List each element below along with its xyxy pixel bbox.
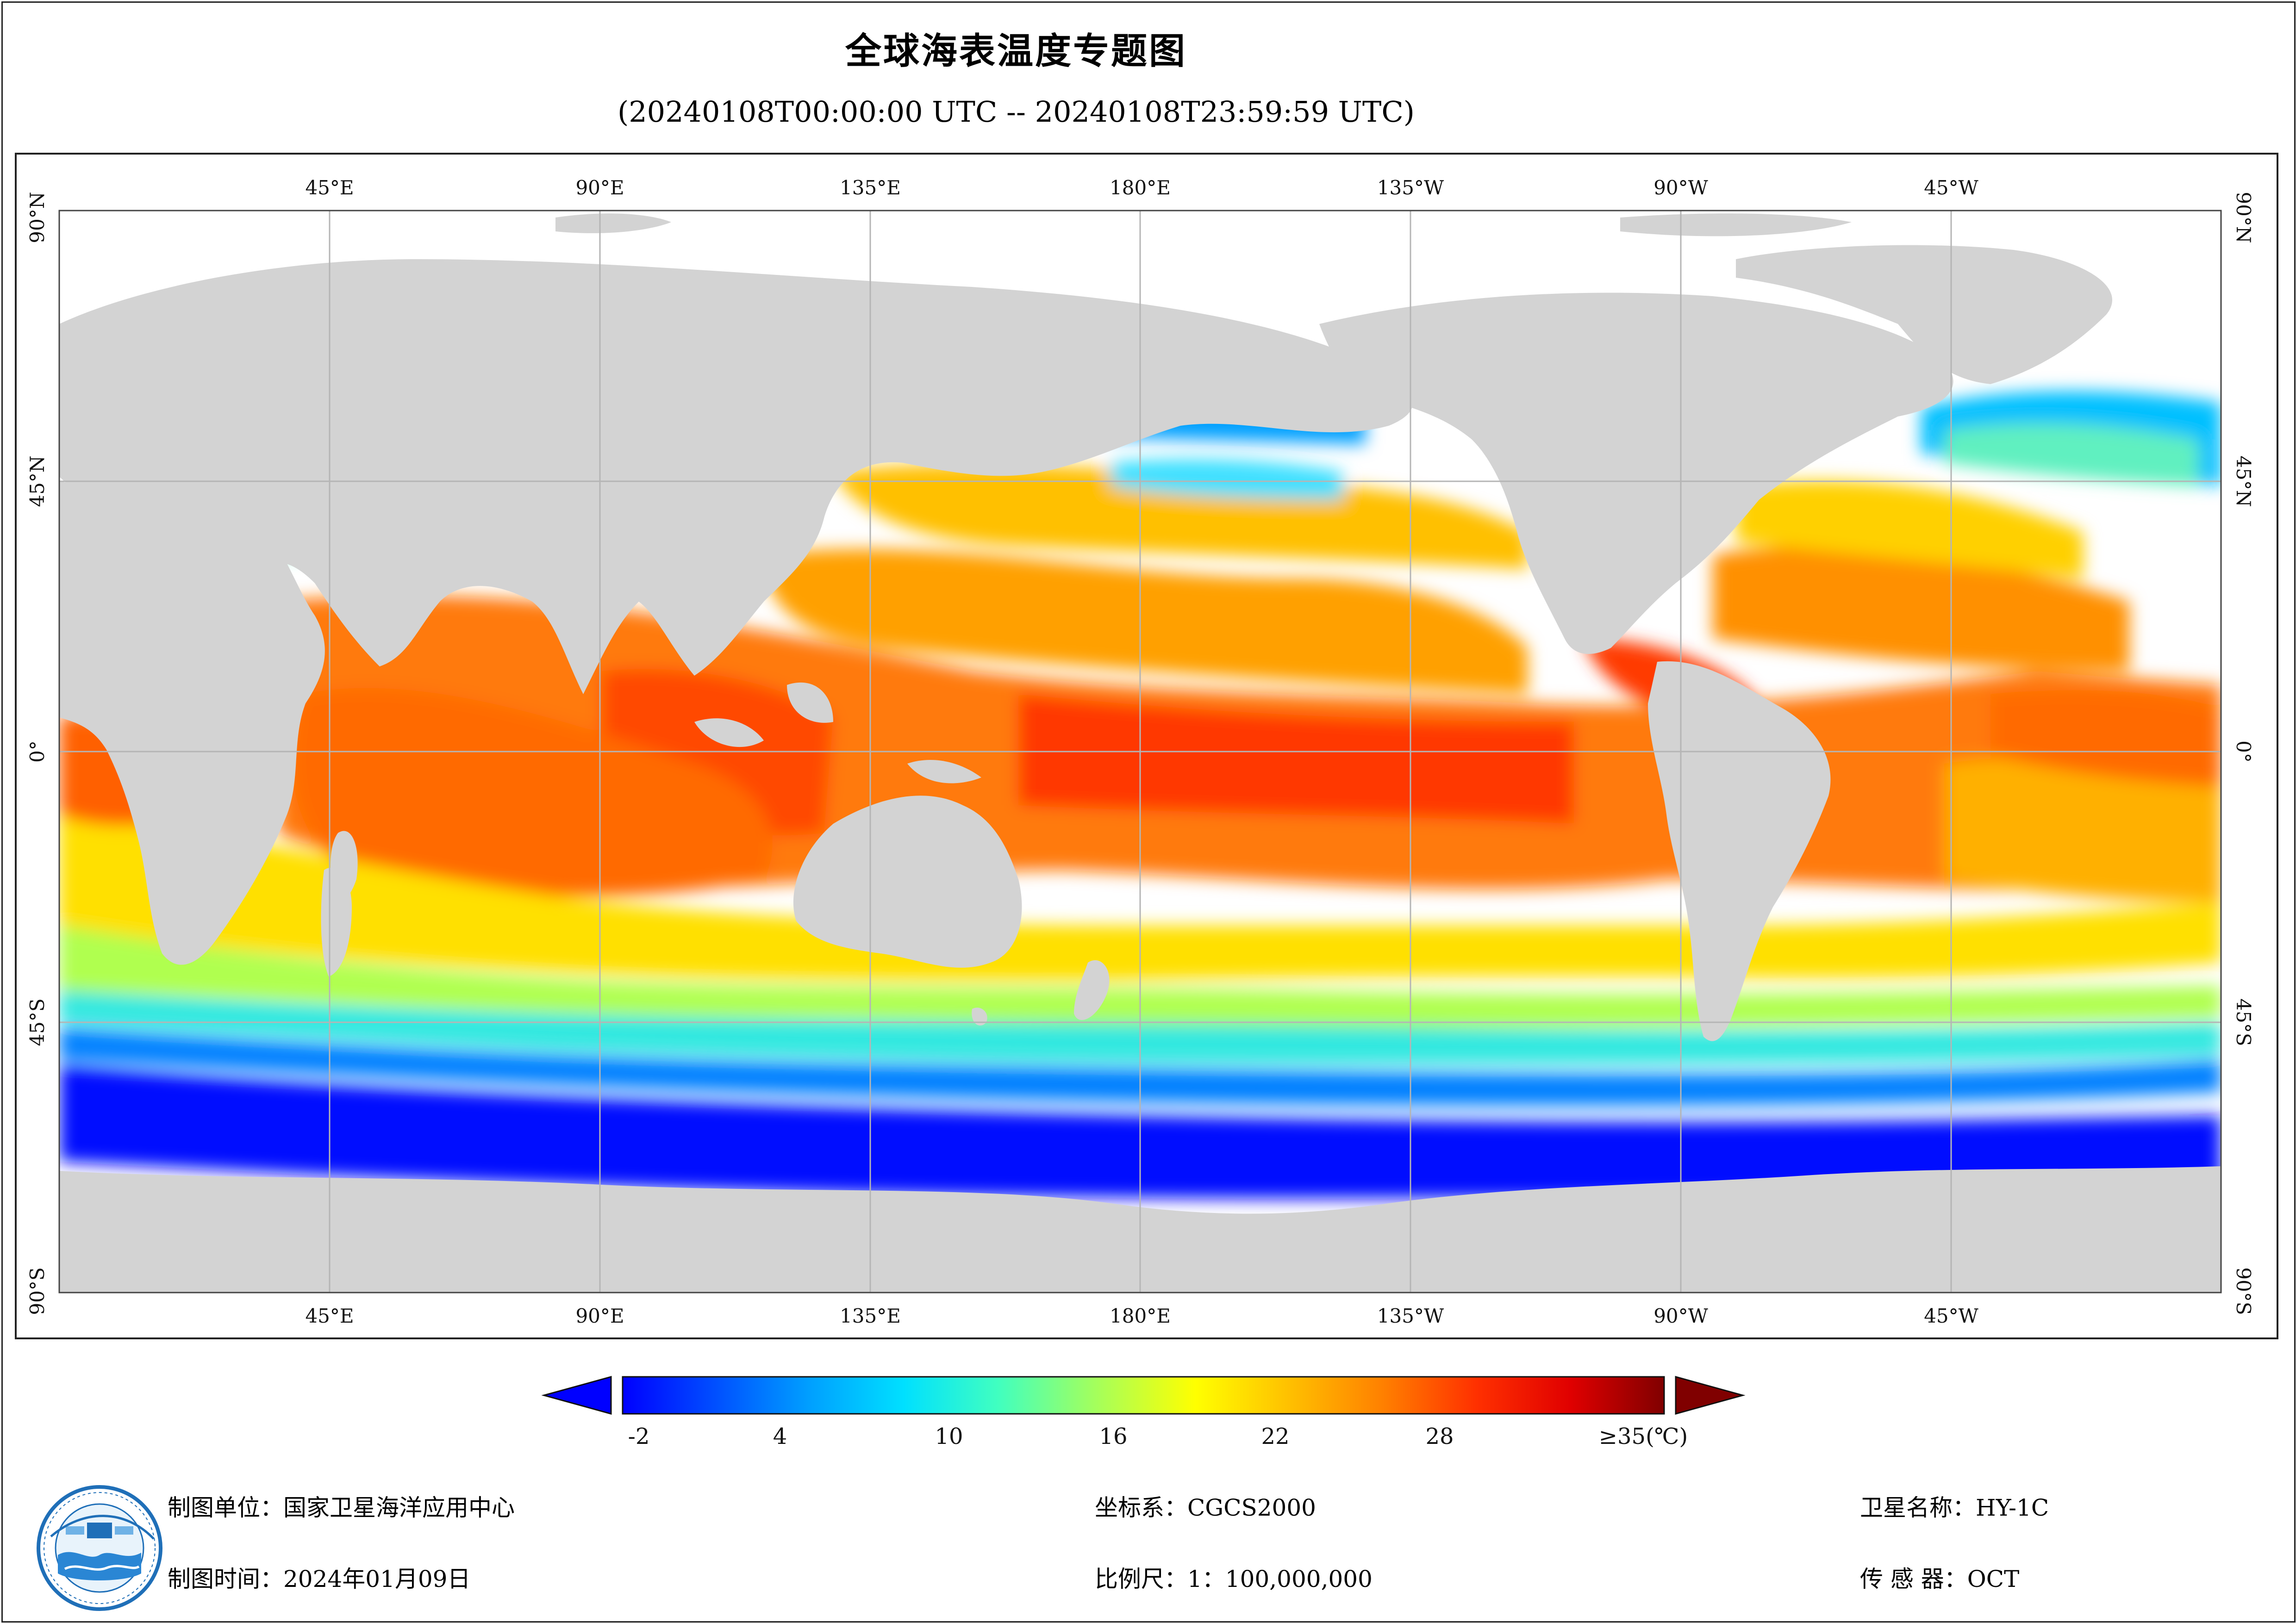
footer-satellite: 卫星名称：HY-1C: [1860, 1494, 2049, 1521]
bottom-lon-label: 45°W: [1924, 1305, 1978, 1327]
bottom-lon-label: 135°W: [1377, 1305, 1444, 1327]
right-lat-label: 90°S: [2232, 1267, 2255, 1315]
footer-scale: 比例尺：1：100,000,000: [1095, 1566, 1373, 1592]
top-lon-labels: 45°E 90°E 135°E 180°E 135°W 90°W 45°W: [305, 176, 1978, 199]
right-lat-label: 45°S: [2232, 998, 2255, 1046]
top-lon-label: 135°W: [1377, 176, 1444, 199]
left-lat-label: 45°S: [26, 998, 49, 1046]
left-lat-label: 90°N: [26, 192, 49, 243]
footer-sensor: 传 感 器：OCT: [1860, 1566, 2020, 1592]
top-lon-label: 45°W: [1924, 176, 1978, 199]
footer-crs: 坐标系：CGCS2000: [1095, 1494, 1316, 1521]
graticule: [59, 211, 2221, 1293]
left-lat-labels: 90°N 45°N 0° 45°S 90°S: [26, 192, 49, 1315]
bottom-lon-label: 90°W: [1653, 1305, 1708, 1327]
right-lat-label: 90°N: [2232, 192, 2255, 243]
left-lat-label: 0°: [26, 740, 49, 763]
bottom-lon-label: 45°E: [305, 1305, 354, 1327]
top-lon-label: 180°E: [1110, 176, 1171, 199]
top-lon-label: 90°E: [575, 176, 624, 199]
map-frame: [15, 153, 2278, 1339]
bottom-lon-label: 90°E: [575, 1305, 624, 1327]
right-lat-label: 0°: [2232, 740, 2255, 763]
nsoas-logo-icon: [37, 1485, 162, 1611]
map-title: 全球海表温度专题图: [845, 31, 1187, 72]
left-lat-label: 45°N: [26, 455, 49, 507]
top-lon-label: 135°E: [840, 176, 901, 199]
right-lat-labels: 90°N 45°N 0° 45°S 90°S: [2232, 192, 2255, 1315]
bottom-lon-labels: 45°E 90°E 135°E 180°E 135°W 90°W 45°W: [305, 1305, 1978, 1327]
top-lon-label: 45°E: [305, 176, 354, 199]
right-lat-label: 45°N: [2232, 455, 2255, 507]
footer-org: 制图单位：国家卫星海洋应用中心: [168, 1494, 515, 1521]
map-subtitle: (20240108T00:00:00 UTC -- 20240108T23:59…: [618, 95, 1415, 129]
footer-date: 制图时间：2024年01月09日: [168, 1566, 471, 1592]
top-lon-label: 90°W: [1653, 176, 1708, 199]
map-inner-border: [58, 210, 2222, 1293]
sst-map: 45°E 90°E 135°E 180°E 135°W 90°W 45°W 45…: [26, 176, 2255, 1327]
left-lat-label: 90°S: [26, 1267, 49, 1315]
bottom-lon-label: 135°E: [840, 1305, 901, 1327]
bottom-lon-label: 180°E: [1110, 1305, 1171, 1327]
